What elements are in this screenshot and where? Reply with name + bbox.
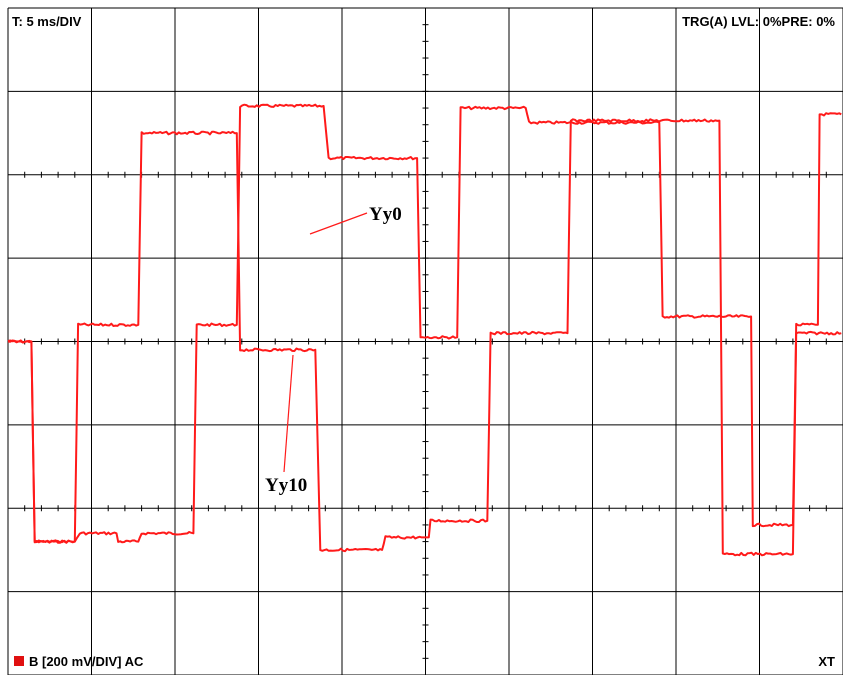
channel-color-marker	[14, 656, 24, 666]
timebase-readout: T: 5 ms/DIV	[12, 14, 82, 29]
callout-leader-yy10	[283, 354, 294, 473]
trace-callouts: Yy0 Yy10	[265, 204, 402, 496]
display-mode-readout: XT	[818, 654, 835, 669]
trace-yy0	[7, 103, 842, 544]
trigger-readout: TRG(A) LVL: 0%PRE: 0%	[682, 14, 835, 29]
waveform-traces	[7, 103, 842, 557]
trace-yy10	[7, 118, 842, 557]
callout-label-yy0: Yy0	[369, 204, 402, 225]
callout-leader-yy0	[309, 212, 368, 235]
channel-readout: B [200 mV/DIV] AC	[29, 654, 144, 669]
callout-label-yy10: Yy10	[265, 475, 307, 496]
graticule	[7, 7, 843, 675]
